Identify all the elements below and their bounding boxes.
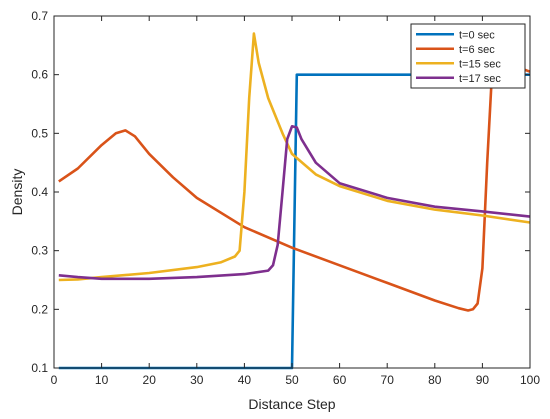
y-tick-label: 0.5 — [31, 126, 48, 140]
series-line-2 — [58, 61, 531, 312]
y-tick-label: 0.6 — [31, 68, 48, 82]
x-tick-label: 0 — [51, 373, 58, 387]
y-tick-label: 0.4 — [31, 185, 48, 199]
y-tick-label: 0.1 — [31, 361, 48, 375]
tick-labels: 0 10 20 30 40 50 60 70 80 90 100 0.1 0.2 0.3 0.4 0.5 0.6… — [31, 9, 540, 387]
x-axis-label: Distance Step — [248, 396, 335, 412]
x-tick-label: 50 — [285, 373, 299, 387]
x-tick-label: 70 — [381, 373, 395, 387]
series-line-3 — [58, 32, 531, 282]
y-tick-label: 0.7 — [31, 9, 48, 23]
y-axis-label: Density — [9, 169, 25, 216]
y-tick-label: 0.2 — [31, 302, 48, 316]
x-tick-label: 30 — [190, 373, 204, 387]
x-tick-label: 90 — [476, 373, 490, 387]
x-tick-label: 60 — [333, 373, 347, 387]
legend-label: t=15 sec — [459, 58, 501, 70]
series-line-4 — [58, 125, 531, 281]
axes — [53, 15, 531, 369]
x-tick-label: 100 — [520, 373, 540, 387]
x-tick-label: 20 — [143, 373, 157, 387]
legend: t=0 sec t=6 sec t=15 sec t=17 sec — [410, 23, 526, 89]
legend-label: t=6 sec — [459, 44, 495, 56]
x-tick-label: 40 — [238, 373, 252, 387]
x-tick-label: 10 — [95, 373, 109, 387]
legend-label: t=17 sec — [459, 73, 501, 85]
y-tick-label: 0.3 — [31, 244, 48, 258]
legend-label: t=0 sec — [459, 29, 495, 41]
x-tick-label: 80 — [428, 373, 442, 387]
